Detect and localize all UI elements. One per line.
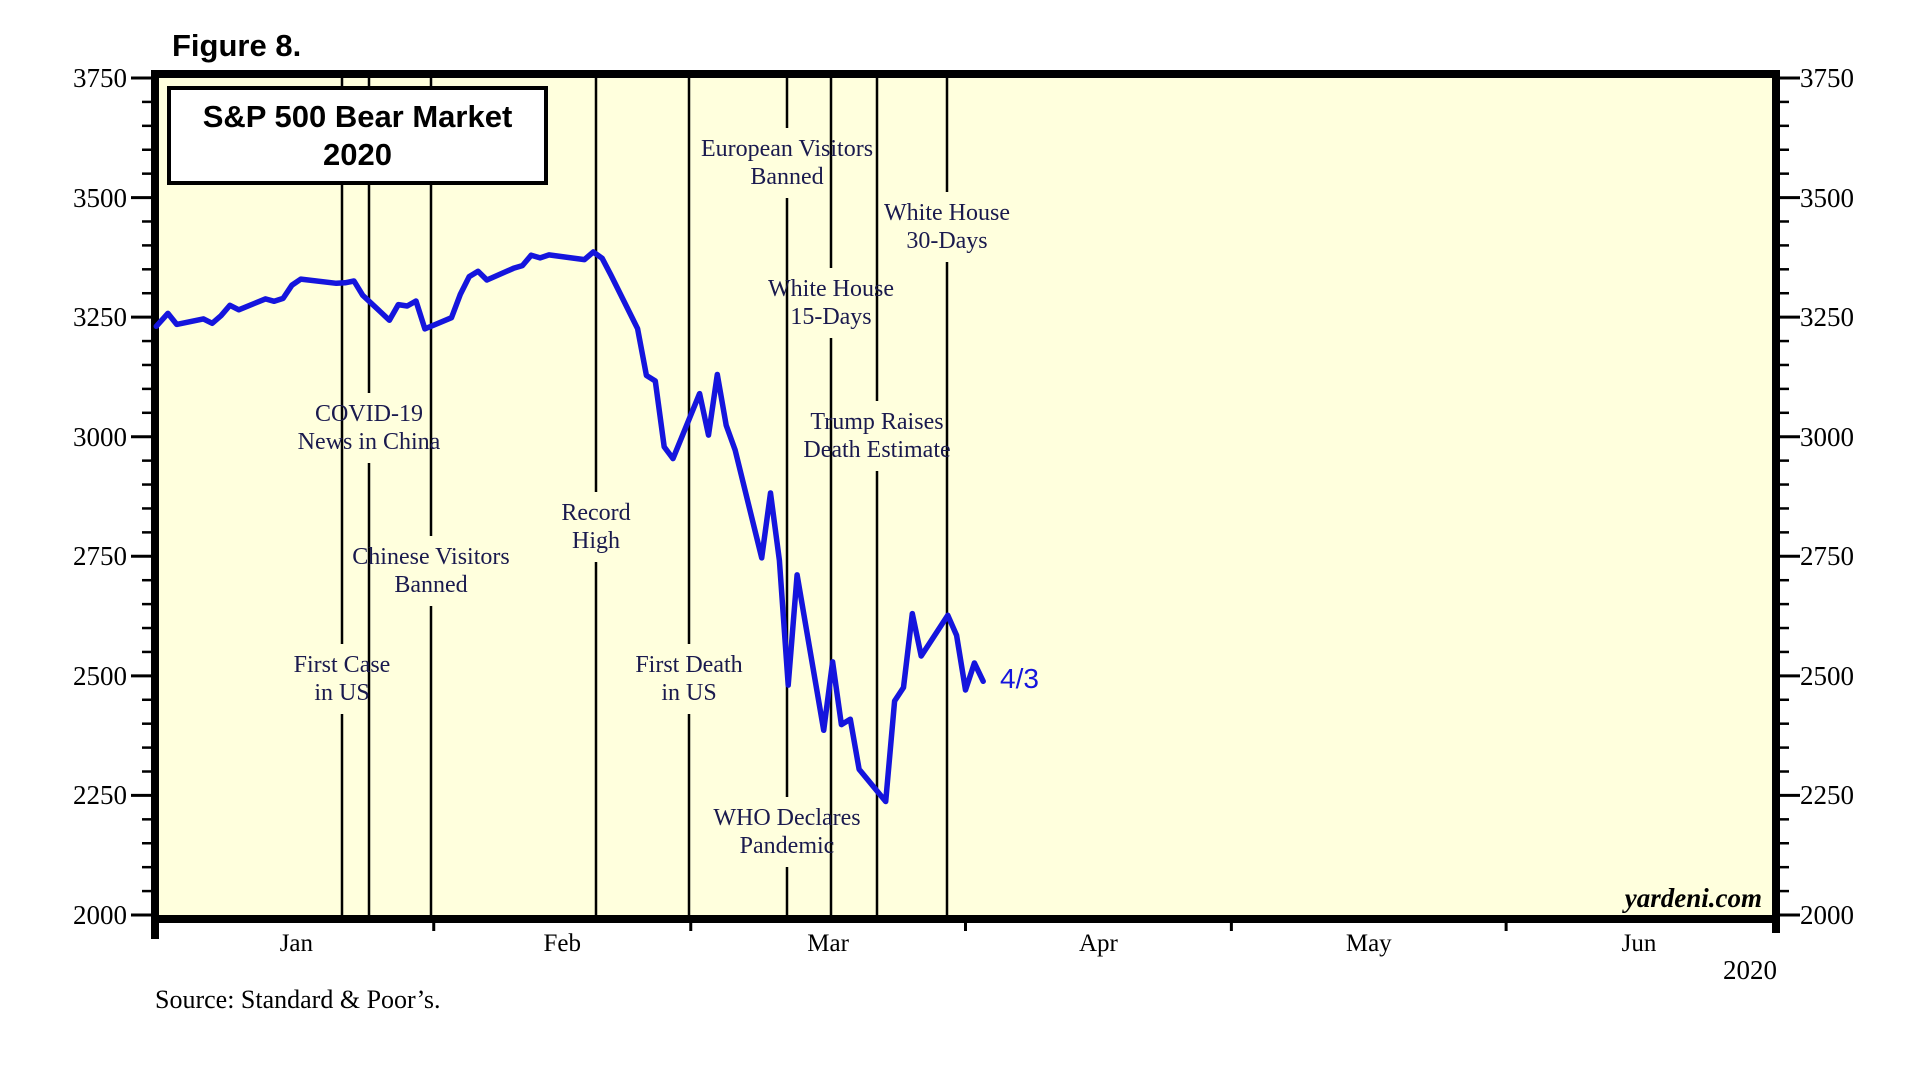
x-axis-month-label: Mar (807, 930, 849, 957)
y-axis-label-left: 2500 (73, 660, 127, 691)
event-label: European Visitors Banned (701, 135, 873, 191)
y-axis-label-left: 3000 (73, 421, 127, 452)
y-axis-label-left: 2000 (73, 900, 127, 930)
figure-label: Figure 8. (172, 28, 302, 63)
event-label: White House 30-Days (884, 199, 1010, 255)
y-axis-label-right: 3750 (1800, 63, 1854, 93)
event-label: First Case in US (294, 651, 391, 707)
event-label: COVID-19 News in China (298, 400, 441, 456)
event-label-line2: Banned (394, 572, 468, 598)
chart-title-line2: 2020 (323, 136, 392, 172)
event-label: Chinese Visitors Banned (352, 543, 509, 599)
y-axis-label-right: 2000 (1800, 900, 1854, 930)
x-axis-month-label: May (1345, 930, 1392, 957)
y-axis-label-left: 3500 (73, 182, 127, 213)
event-label-line1: Record (561, 500, 631, 526)
y-axis-label-right: 2250 (1800, 780, 1854, 811)
sp500-line (153, 249, 986, 805)
event-label-line2: Pandemic (739, 833, 835, 859)
y-axis-label-right: 2500 (1800, 660, 1854, 691)
y-axis-label-left: 3750 (73, 63, 127, 93)
event-label-line2: in US (661, 680, 717, 706)
event-label-line2: 30-Days (906, 228, 988, 254)
y-axis-label-right: 2750 (1800, 541, 1854, 572)
y-axis-label-right: 3000 (1800, 421, 1854, 452)
event-label-line1: White House (768, 276, 894, 302)
event-label-line1: First Case (293, 652, 391, 678)
event-label-line2: 15-Days (790, 304, 872, 330)
last-point-date-label: 4/3 (1000, 663, 1039, 694)
plot-area (151, 70, 1780, 923)
event-label: Trump Raises Death Estimate (803, 408, 950, 464)
event-label: Record High (561, 499, 630, 555)
event-label: First Death in US (635, 651, 742, 707)
x-axis-year-label: 2020 (1723, 955, 1777, 985)
y-axis-label-left: 2750 (73, 541, 127, 572)
x-axis-month-label: Apr (1078, 930, 1118, 957)
yardeni-watermark: yardeni.com (1624, 883, 1762, 913)
x-axis-month-label: Jun (1621, 930, 1657, 957)
event-label-line2: Banned (750, 164, 824, 190)
x-axis-month-label: Feb (543, 930, 582, 957)
event-label-line2: in US (314, 680, 370, 706)
chart-title-line1: S&P 500 Bear Market (202, 98, 513, 134)
event-label: WHO Declares Pandemic (713, 804, 860, 860)
event-label-line2: High (572, 528, 620, 554)
event-label-line1: COVID-19 (315, 401, 423, 427)
event-label-line1: Trump Raises (810, 409, 944, 435)
y-axis-label-left: 2250 (73, 780, 127, 811)
event-label-line1: First Death (635, 652, 743, 678)
y-axis-label-right: 3250 (1800, 302, 1854, 333)
y-axis-label-right: 3500 (1800, 182, 1854, 213)
y-axis-label-left: 3250 (73, 302, 127, 333)
event-label-line1: White House (884, 200, 1010, 226)
chart-title-box: S&P 500 Bear Market 2020 (167, 86, 548, 185)
event-label-line1: European Visitors (700, 136, 874, 162)
event-label-line1: Chinese Visitors (352, 544, 510, 570)
source-note: Source: Standard & Poor’s. (155, 985, 441, 1014)
x-axis-month-label: Jan (279, 930, 314, 957)
event-label: White House 15-Days (768, 275, 894, 331)
event-label-line1: WHO Declares (713, 805, 861, 831)
event-label-line2: Death Estimate (803, 437, 951, 463)
event-label-line2: News in China (297, 429, 441, 455)
